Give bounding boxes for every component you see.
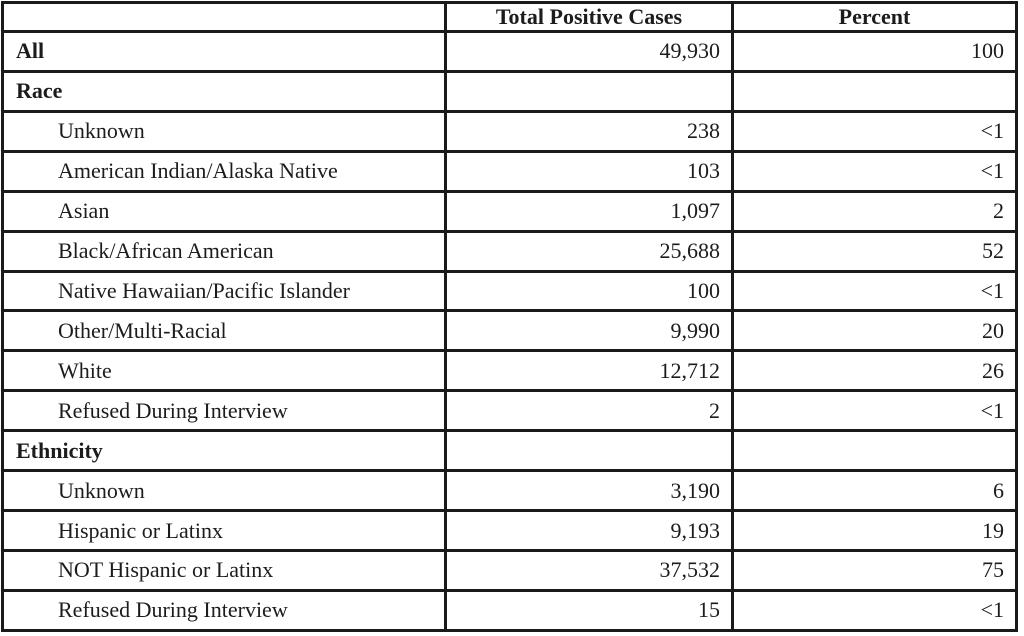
percent-value: <1 [731, 389, 1018, 433]
row-label: Unknown [1, 109, 447, 153]
row-label: Hispanic or Latinx [1, 509, 447, 552]
row-label: NOT Hispanic or Latinx [1, 548, 447, 592]
row-label: Other/Multi-Racial [1, 309, 447, 353]
percent-value [731, 429, 1018, 473]
column-header-percent: Percent [731, 1, 1018, 33]
row-label: Race [1, 69, 447, 113]
table-row-white: White 12,712 26 [1, 349, 1018, 393]
table-row-ethnicity-refused-during-interview: Refused During Interview 15 <1 [1, 588, 1018, 633]
cases-value [444, 429, 734, 473]
column-header-category [1, 1, 447, 33]
cases-value: 9,990 [444, 309, 734, 353]
row-label: Asian [1, 189, 447, 233]
percent-value [731, 69, 1018, 113]
percent-value: 52 [731, 229, 1018, 273]
cases-value: 238 [444, 109, 734, 153]
percent-value: 75 [731, 548, 1018, 592]
percent-value: <1 [731, 588, 1018, 633]
table-row-race-section: Race [1, 69, 1018, 113]
table-row-hispanic-or-latinx: Hispanic or Latinx 9,193 19 [1, 509, 1018, 552]
cases-value: 9,193 [444, 509, 734, 552]
cases-value: 37,532 [444, 548, 734, 592]
percent-value: <1 [731, 109, 1018, 153]
percent-value: 20 [731, 309, 1018, 353]
table-row-native-hawaiian-pacific-islander: Native Hawaiian/Pacific Islander 100 <1 [1, 269, 1018, 313]
header-row: Total Positive Cases Percent [1, 1, 1018, 33]
table-row-not-hispanic-or-latinx: NOT Hispanic or Latinx 37,532 75 [1, 548, 1018, 592]
cases-value: 12,712 [444, 349, 734, 393]
percent-value: 26 [731, 349, 1018, 393]
cases-value: 15 [444, 588, 734, 633]
row-label: Unknown [1, 469, 447, 513]
cases-value: 2 [444, 389, 734, 433]
percent-value: 100 [731, 30, 1018, 73]
table-row-other-multi-racial: Other/Multi-Racial 9,990 20 [1, 309, 1018, 353]
row-label: Refused During Interview [1, 588, 447, 633]
percent-value: 6 [731, 469, 1018, 513]
percent-value: <1 [731, 269, 1018, 313]
table-row-asian: Asian 1,097 2 [1, 189, 1018, 233]
table-row-ethnicity-unknown: Unknown 3,190 6 [1, 469, 1018, 513]
table-row-all: All 49,930 100 [1, 30, 1018, 73]
cases-value: 25,688 [444, 229, 734, 273]
table-row-black-african-american: Black/African American 25,688 52 [1, 229, 1018, 273]
percent-value: <1 [731, 149, 1018, 193]
table-row-race-refused-during-interview: Refused During Interview 2 <1 [1, 389, 1018, 433]
column-header-total-positive-cases: Total Positive Cases [444, 1, 734, 33]
row-label: White [1, 349, 447, 393]
row-label: Black/African American [1, 229, 447, 273]
cases-value: 1,097 [444, 189, 734, 233]
table-row-american-indian-alaska-native: American Indian/Alaska Native 103 <1 [1, 149, 1018, 193]
percent-value: 2 [731, 189, 1018, 233]
table-row-ethnicity-section: Ethnicity [1, 429, 1018, 473]
row-label: American Indian/Alaska Native [1, 149, 447, 193]
cases-value: 103 [444, 149, 734, 193]
cases-value [444, 69, 734, 113]
row-label: All [1, 30, 447, 73]
cases-value: 49,930 [444, 30, 734, 73]
row-label: Native Hawaiian/Pacific Islander [1, 269, 447, 313]
cases-value: 3,190 [444, 469, 734, 513]
percent-value: 19 [731, 509, 1018, 552]
table-row-race-unknown: Unknown 238 <1 [1, 109, 1018, 153]
cases-value: 100 [444, 269, 734, 313]
row-label: Ethnicity [1, 429, 447, 473]
row-label: Refused During Interview [1, 389, 447, 433]
